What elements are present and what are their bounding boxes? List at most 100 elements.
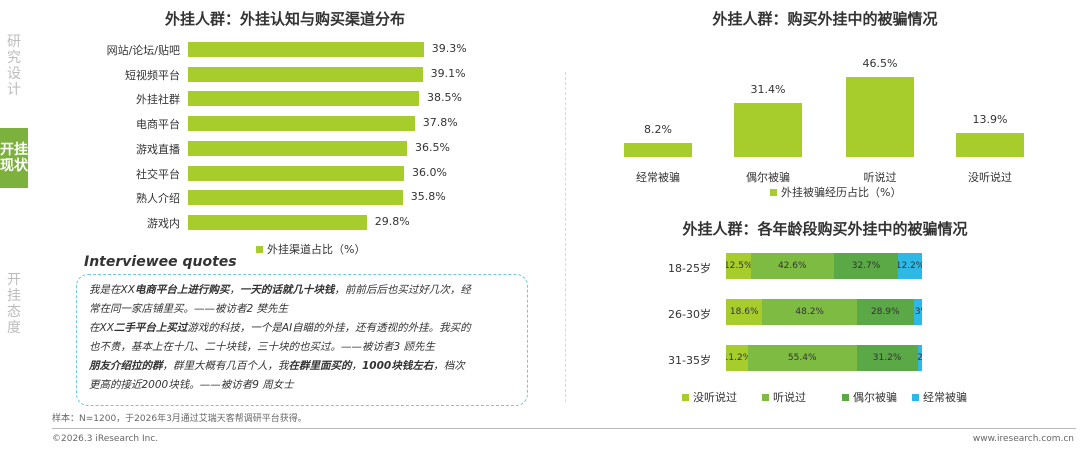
nav-item-research-design[interactable]: 研究设计 — [7, 34, 21, 98]
bar-value-label: 36.5% — [415, 140, 450, 154]
quote-text: ， — [229, 284, 240, 296]
panel-divider — [565, 72, 566, 402]
footer-url: www.iresearch.com.cn — [972, 434, 1074, 444]
right-top-legend: 外挂被骗经历占比（%） — [770, 184, 901, 200]
stack-segment: 31.2% — [856, 345, 918, 371]
left-legend-label: 外挂渠道占比（%） — [267, 243, 366, 256]
stack-segment: 11.2% — [726, 345, 748, 371]
quote-text: ，前前后后也买过好几次，经 — [334, 284, 471, 296]
stack-segment: 48.2% — [762, 299, 857, 325]
nav-item-current-status[interactable]: 开挂现状 — [0, 128, 28, 188]
quote-line: 也不贵，基本上在十几、二十块钱，三十块的也买过。——被访者3 顾先生 — [89, 338, 515, 357]
legend-swatch — [842, 393, 849, 401]
footer-rule — [52, 428, 1076, 429]
bar-category-label: 电商平台 — [136, 118, 180, 132]
quote-emphasis: 电商平台上进行购买 — [134, 284, 230, 296]
bar — [734, 102, 802, 157]
legend-item: 经常被骗 — [912, 389, 967, 405]
legend-item: 偶尔被骗 — [842, 389, 897, 405]
quote-emphasis: 1000块钱左右 — [362, 360, 434, 372]
bar-category-label: 社交平台 — [136, 167, 180, 181]
legend-item: 听说过 — [762, 389, 806, 405]
legend-label: 听说过 — [773, 391, 806, 404]
right-top-legend-label: 外挂被骗经历占比（%） — [781, 186, 902, 199]
legend-swatch — [762, 393, 769, 401]
quote-text: 在XX — [89, 322, 114, 334]
bar-value-label: 29.8% — [374, 214, 410, 228]
stack-segment: 42.6% — [750, 253, 834, 279]
legend-item: 没听说过 — [682, 389, 737, 405]
right-top-chart-title: 外挂人群：购买外挂中的被骗情况 — [712, 10, 938, 28]
legend-label: 没听说过 — [693, 391, 737, 404]
quote-text: 更高的接近2000块钱。——被访者9 周女士 — [89, 379, 294, 391]
quote-emphasis: 二手平台上买过 — [113, 322, 188, 334]
bar — [188, 214, 367, 230]
bar-value-label: 35.8% — [410, 190, 446, 204]
bar — [624, 142, 692, 157]
quote-line: 我是在XX电商平台上进行购买，一天的话就几十块钱，前前后后也买过好几次，经 — [89, 281, 515, 300]
bar-category-label: 短视频平台 — [125, 68, 180, 82]
bar-category-label: 听说过 — [863, 171, 897, 184]
bar-value-label: 37.8% — [422, 116, 458, 130]
quote-text: 我是在XX — [89, 284, 135, 296]
bar — [188, 165, 404, 181]
bar — [188, 91, 419, 107]
bar-value-label: 39.1% — [430, 66, 466, 80]
stack-segment: 18.6% — [726, 299, 763, 325]
quotes-box: 我是在XX电商平台上进行购买，一天的话就几十块钱，前前后后也买过好几次，经 常在同… — [76, 274, 528, 406]
stack-category-label: 18-25岁 — [668, 262, 711, 275]
stack-category-label: 26-30岁 — [668, 308, 711, 321]
bar-category-label: 游戏直播 — [136, 142, 180, 156]
quote-text: 游戏的科技，一个是AI自瞄的外挂，还有透视的外挂。我买的 — [187, 322, 471, 334]
stack-segment: 55.4% — [747, 345, 857, 371]
quote-line: 朋友介绍拉的群，群里大概有几百个人，我在群里面买的，1000块钱左右，档次 — [89, 357, 515, 376]
quote-line: 常在同一家店铺里买。——被访者2 樊先生 — [89, 300, 515, 319]
bar-value-label: 8.2% — [644, 122, 672, 136]
bar — [956, 133, 1024, 157]
bar-value-label: 46.5% — [862, 57, 898, 70]
bar-category-label: 偶尔被骗 — [746, 171, 790, 184]
left-chart-legend: 外挂渠道占比（%） — [256, 241, 365, 257]
legend-label: 偶尔被骗 — [853, 391, 897, 404]
bar-value-label: 38.5% — [427, 91, 462, 105]
quote-line: 在XX二手平台上买过游戏的科技，一个是AI自瞄的外挂，还有透视的外挂。我买的 — [89, 319, 515, 338]
bar-category-label: 熟人介绍 — [136, 192, 180, 206]
quote-text: ， — [351, 360, 363, 372]
stack-segment: 4.3% — [913, 299, 922, 325]
quote-text: ，档次 — [433, 360, 465, 372]
stack-segment: 12.2% — [898, 253, 922, 279]
left-chart-title: 外挂人群：外挂认知与购买渠道分布 — [164, 10, 405, 28]
quote-emphasis: 一天的话就几十块钱 — [239, 284, 335, 296]
stack-segment: 12.5% — [726, 253, 751, 279]
stack-category-label: 31-35岁 — [668, 354, 711, 367]
bar-category-label: 经常被骗 — [636, 171, 680, 184]
quote-text: ，群里大概有几百个人，我 — [162, 360, 289, 372]
legend-swatch — [256, 245, 263, 253]
nav-item-attitude[interactable]: 开挂态度 — [7, 272, 21, 336]
legend-swatch — [770, 188, 777, 196]
legend-swatch — [912, 393, 919, 401]
bar — [188, 116, 415, 132]
quote-emphasis: 在群里面买的 — [288, 360, 352, 372]
bar — [188, 42, 424, 57]
stack-segment: 32.7% — [833, 253, 899, 279]
bar-category-label: 外挂社群 — [136, 93, 180, 107]
stack-segment: 2.2% — [917, 345, 922, 371]
quotes-body: 我是在XX电商平台上进行购买，一天的话就几十块钱，前前后后也买过好几次，经 常在同… — [89, 281, 515, 395]
right-bottom-chart-title: 外挂人群：各年龄段购买外挂中的被骗情况 — [682, 220, 968, 238]
quote-emphasis: 朋友介绍拉的群 — [89, 360, 163, 372]
quote-text: 也不贵，基本上在十几、二十块钱，三十块的也买过。——被访者3 顾先生 — [89, 341, 436, 353]
stack-segment: 28.9% — [856, 299, 914, 325]
bar-value-label: 31.4% — [750, 82, 786, 96]
legend-label: 经常被骗 — [923, 391, 967, 404]
bar — [188, 66, 423, 82]
bar-category-label: 游戏内 — [147, 216, 180, 230]
bar-category-label: 网站/论坛/贴吧 — [106, 44, 180, 57]
bar-value-label: 13.9% — [972, 113, 1008, 127]
footer-copyright: ©2026.3 iResearch Inc. — [52, 434, 159, 444]
bar-category-label: 没听说过 — [968, 171, 1012, 184]
sample-note: 样本：N=1200，于2026年3月通过艾瑞天客帮调研平台获得。 — [52, 414, 307, 424]
bar — [188, 140, 407, 156]
bar — [188, 190, 403, 206]
quotes-title: Interviewee quotes — [84, 254, 237, 270]
